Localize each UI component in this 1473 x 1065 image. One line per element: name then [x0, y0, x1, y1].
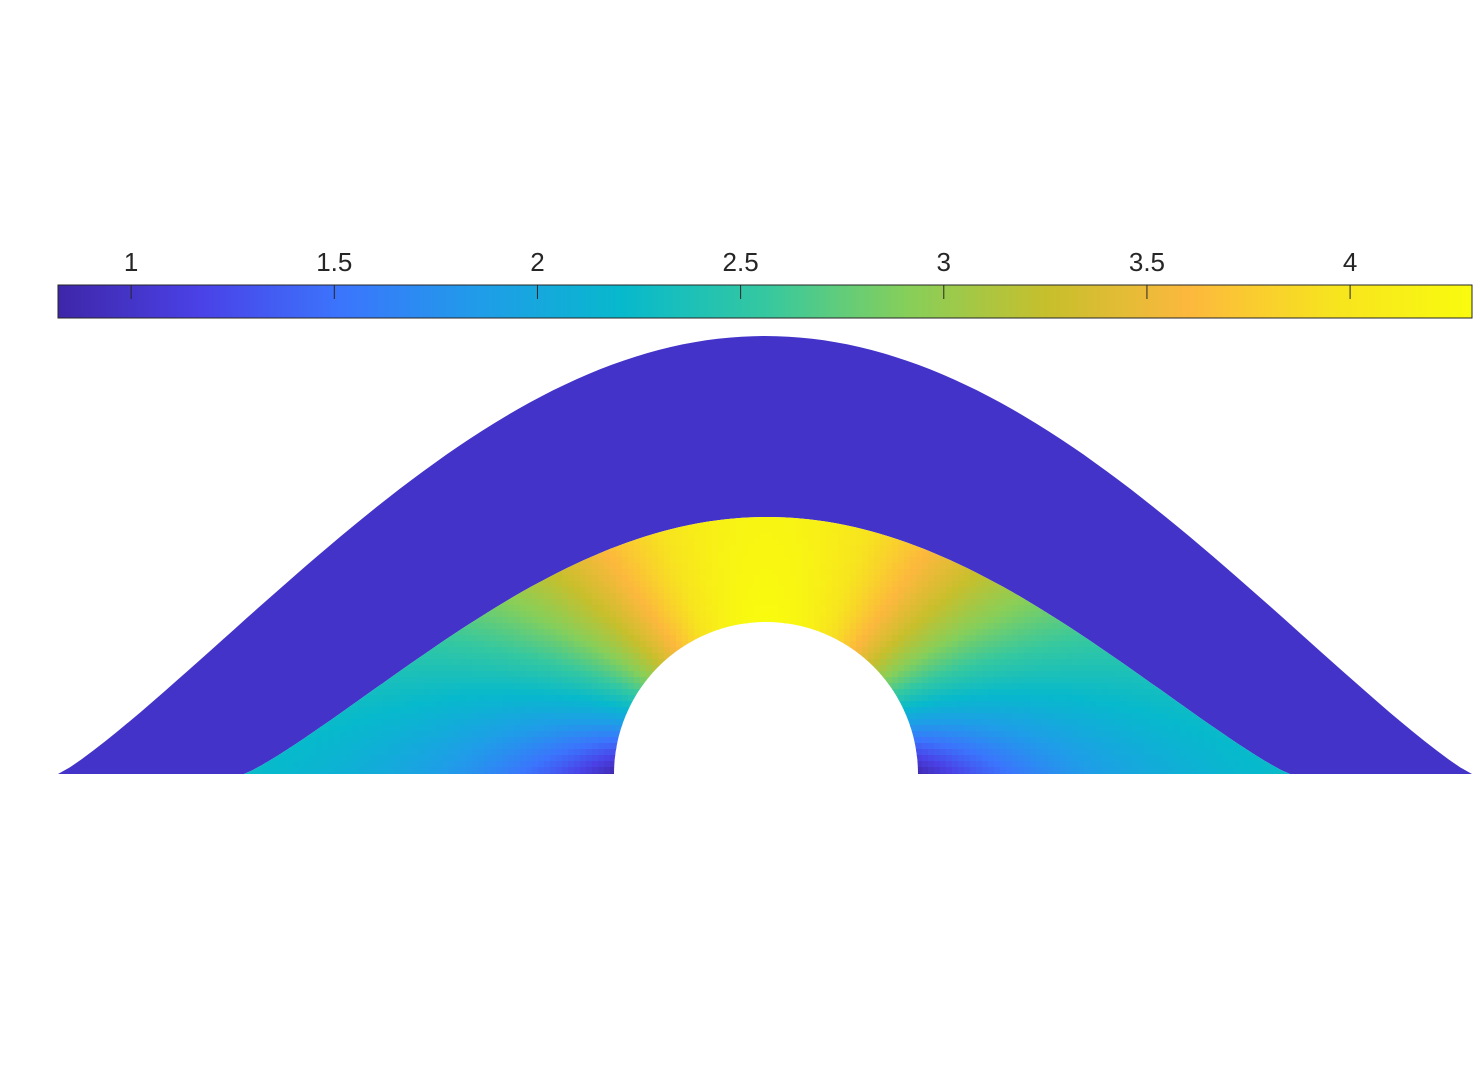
- colorbar-tick-label: 2.5: [723, 247, 759, 277]
- colorbar-tick-label: 4: [1343, 247, 1357, 277]
- colorbar-tick-label: 3: [937, 247, 951, 277]
- colorbar-tick-label: 3.5: [1129, 247, 1165, 277]
- colorbar: 1 1.5 2 2.5 3 3.5 4: [57, 247, 1473, 319]
- colorbar-tick-label: 2: [530, 247, 544, 277]
- colorbar-tick-label: 1.5: [316, 247, 352, 277]
- outer-band-region: [58, 336, 1472, 774]
- plot-area: [58, 336, 1472, 774]
- colorbar-ticks: 1 1.5 2 2.5 3 3.5 4: [124, 247, 1357, 299]
- colorbar-tick-label: 1: [124, 247, 138, 277]
- colorbar-bar: [57, 284, 1473, 319]
